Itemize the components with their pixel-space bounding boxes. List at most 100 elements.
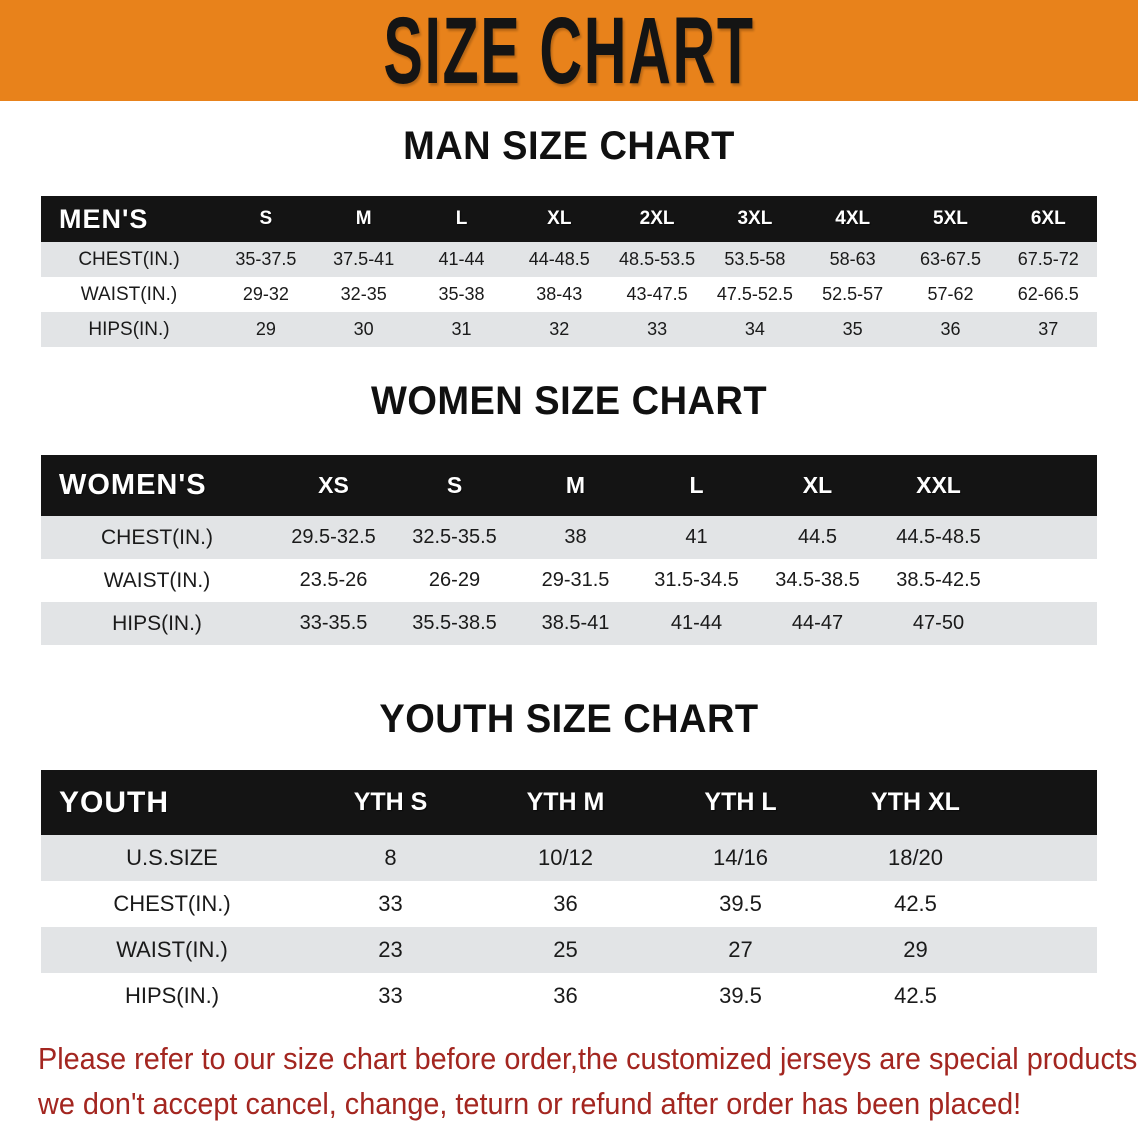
cell-value: 36 bbox=[478, 973, 653, 1019]
column-header-6xl: 6XL bbox=[1030, 208, 1066, 229]
banner-title: SIZE CHART bbox=[383, 0, 755, 101]
cell-value: 29-32 bbox=[217, 277, 315, 312]
cell-value: 32.5-35.5 bbox=[394, 516, 515, 559]
cell-value: 34.5-38.5 bbox=[757, 559, 878, 602]
column-header-m: M bbox=[565, 472, 586, 498]
table-row: CHEST(IN.) 29.5-32.5 32.5-35.5 38 41 44.5 44.5… bbox=[41, 516, 1097, 559]
column-header-s: S bbox=[446, 472, 463, 498]
cell-value: 36 bbox=[478, 881, 653, 927]
table-row: WAIST(IN.) 23 25 27 29 bbox=[41, 927, 1097, 973]
column-header-l: L bbox=[455, 208, 468, 229]
table-row: U.S.SIZE 8 10/12 14/16 18/20 bbox=[41, 835, 1097, 881]
cell-value: 38-43 bbox=[510, 277, 609, 312]
disclaimer-line-1: Please refer to our size chart before or… bbox=[38, 1041, 1138, 1076]
cell-value: 10/12 bbox=[478, 835, 653, 881]
row-label-chest-in: CHEST(IN.) bbox=[41, 242, 217, 277]
cell-value: 36 bbox=[901, 312, 1000, 347]
man-section-title: MAN SIZE CHART bbox=[403, 124, 735, 168]
column-header-xl: XL bbox=[802, 472, 833, 498]
row-label-hips-in: HIPS(IN.) bbox=[41, 602, 273, 645]
youth-size-table: YOUTH YTH S YTH M YTH L YTH XL U.S.SIZE 8 10/1… bbox=[41, 770, 1097, 1019]
cell-value: 29.5-32.5 bbox=[273, 516, 394, 559]
table-row: HIPS(IN.) 33-35.5 35.5-38.5 38.5-41 41-44 44-… bbox=[41, 602, 1097, 645]
cell-value: 31 bbox=[412, 312, 511, 347]
cell-spacer bbox=[1003, 835, 1097, 881]
women-size-table: WOMEN'S XS S M L XL XXL CHEST(IN.) 29.5-32.5 32.… bbox=[41, 455, 1097, 645]
youth-section-title: YOUTH SIZE CHART bbox=[379, 697, 759, 741]
cell-spacer bbox=[999, 516, 1097, 559]
table-corner-label: MEN'S bbox=[59, 203, 149, 234]
table-row: WAIST(IN.) 29-32 32-35 35-38 38-43 43-47.5 47.… bbox=[41, 277, 1098, 312]
column-header-yth-s: YTH S bbox=[353, 788, 428, 816]
column-header-spacer bbox=[1003, 770, 1097, 835]
disclaimer-line-2: we don't accept cancel, change, teturn o… bbox=[38, 1086, 1022, 1121]
table-header-row: MEN'S S M L XL 2XL 3XL 4XL 5XL 6XL bbox=[41, 196, 1098, 242]
column-header-yth-xl: YTH XL bbox=[871, 788, 960, 816]
youth-table-body: U.S.SIZE 8 10/12 14/16 18/20 CHEST(IN.) 33 36 3… bbox=[41, 835, 1097, 1019]
table-header-row: YOUTH YTH S YTH M YTH L YTH XL bbox=[41, 770, 1097, 835]
men-table-body: CHEST(IN.) 35-37.5 37.5-41 41-44 44-48.5 48.5… bbox=[41, 242, 1098, 347]
cell-value: 52.5-57 bbox=[803, 277, 902, 312]
cell-value: 29 bbox=[828, 927, 1003, 973]
cell-value: 25 bbox=[478, 927, 653, 973]
cell-spacer bbox=[999, 602, 1097, 645]
column-header-m: M bbox=[355, 208, 372, 229]
cell-value: 44.5-48.5 bbox=[878, 516, 999, 559]
cell-value: 53.5-58 bbox=[705, 242, 804, 277]
cell-value: 34 bbox=[705, 312, 804, 347]
cell-value: 38.5-42.5 bbox=[878, 559, 999, 602]
cell-value: 62-66.5 bbox=[999, 277, 1098, 312]
row-label-waist-in: WAIST(IN.) bbox=[41, 559, 273, 602]
cell-value: 33 bbox=[303, 973, 478, 1019]
women-section-title: WOMEN SIZE CHART bbox=[370, 379, 768, 423]
cell-spacer bbox=[999, 559, 1097, 602]
cell-value: 37 bbox=[999, 312, 1098, 347]
cell-value: 33 bbox=[303, 881, 478, 927]
column-header-3xl: 3XL bbox=[737, 208, 773, 229]
cell-value: 39.5 bbox=[653, 973, 828, 1019]
cell-value: 42.5 bbox=[828, 973, 1003, 1019]
column-header-xl: XL bbox=[547, 208, 572, 229]
cell-value: 39.5 bbox=[653, 881, 828, 927]
cell-value: 44.5 bbox=[757, 516, 878, 559]
cell-value: 67.5-72 bbox=[999, 242, 1098, 277]
cell-value: 23.5-26 bbox=[273, 559, 394, 602]
cell-value: 47.5-52.5 bbox=[705, 277, 804, 312]
cell-value: 23 bbox=[303, 927, 478, 973]
cell-value: 41-44 bbox=[636, 602, 757, 645]
column-header-yth-l: YTH L bbox=[704, 788, 777, 816]
column-header-xxl: XXL bbox=[916, 472, 961, 498]
cell-spacer bbox=[1003, 927, 1097, 973]
cell-value: 44-47 bbox=[757, 602, 878, 645]
cell-value: 27 bbox=[653, 927, 828, 973]
cell-value: 41 bbox=[636, 516, 757, 559]
cell-value: 37.5-41 bbox=[314, 242, 413, 277]
cell-value: 41-44 bbox=[412, 242, 511, 277]
row-label-waist-in: WAIST(IN.) bbox=[41, 277, 217, 312]
column-header-5xl: 5XL bbox=[933, 208, 968, 229]
cell-value: 14/16 bbox=[653, 835, 828, 881]
table-header-row: WOMEN'S XS S M L XL XXL bbox=[41, 455, 1097, 516]
column-header-4xl: 4XL bbox=[835, 208, 871, 229]
disclaimer-text: Please refer to our size chart before or… bbox=[38, 1036, 1138, 1126]
row-label-chest-in: CHEST(IN.) bbox=[41, 881, 303, 927]
cell-value: 29-31.5 bbox=[515, 559, 636, 602]
column-header-s: S bbox=[259, 208, 273, 229]
row-label-u-s-size: U.S.SIZE bbox=[41, 835, 303, 881]
cell-value: 42.5 bbox=[828, 881, 1003, 927]
column-header-xs: XS bbox=[318, 472, 349, 498]
cell-value: 8 bbox=[303, 835, 478, 881]
women-table-header: WOMEN'S XS S M L XL XXL bbox=[41, 455, 1097, 516]
cell-spacer bbox=[1003, 881, 1097, 927]
cell-value: 38 bbox=[515, 516, 636, 559]
cell-value: 35-38 bbox=[412, 277, 511, 312]
cell-value: 35-37.5 bbox=[217, 242, 315, 277]
cell-value: 57-62 bbox=[901, 277, 1000, 312]
men-table-header: MEN'S S M L XL 2XL 3XL 4XL 5XL 6XL bbox=[41, 196, 1098, 242]
youth-table-header: YOUTH YTH S YTH M YTH L YTH XL bbox=[41, 770, 1097, 835]
cell-value: 35.5-38.5 bbox=[394, 602, 515, 645]
table-row: CHEST(IN.) 35-37.5 37.5-41 41-44 44-48.5 48.5… bbox=[41, 242, 1098, 277]
cell-value: 35 bbox=[803, 312, 902, 347]
column-header-2xl: 2XL bbox=[639, 208, 675, 229]
